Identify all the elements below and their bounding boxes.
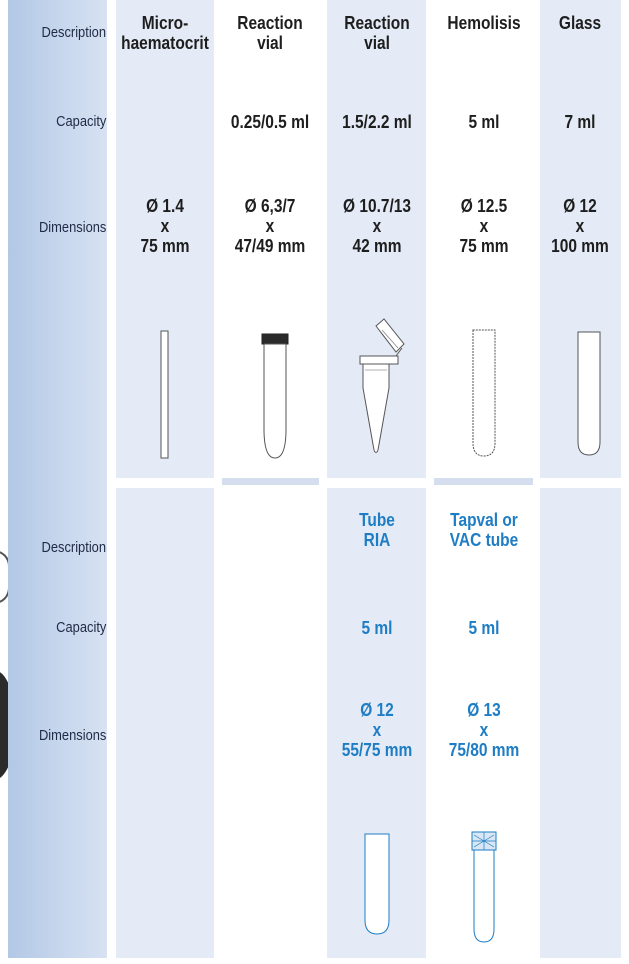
row-label-dimensions: Dimensions (38, 219, 106, 236)
desc-glass: Glass (558, 13, 602, 33)
section-gap-1 (222, 478, 319, 485)
row-label-description-2: Description (41, 539, 106, 556)
dim-reaction-vial-1: Ø 6,3/7 x 47/49 mm (234, 196, 306, 256)
section-gap-2 (434, 478, 533, 485)
label-column (8, 0, 107, 958)
dim-hemolisis: Ø 12.5 x 75 mm (459, 196, 509, 256)
dim-micro-haematocrit: Ø 1.4 x 75 mm (140, 196, 190, 256)
capacity-tube-ria: 5 ml (361, 618, 393, 638)
desc-micro-haematocrit: Micro-haematocrit (121, 13, 209, 53)
desc-tube-ria: Tube RIA (359, 510, 395, 550)
column-bg-b5 (540, 488, 621, 958)
capacity-reaction-vial-2: 1.5/2.2 ml (342, 112, 412, 132)
desc-vac-tube: Tapval or VAC tube (449, 510, 519, 550)
capped-vial-icon (261, 333, 289, 459)
capillary-tube-icon (160, 330, 169, 459)
hemolysis-tube-icon (472, 329, 496, 457)
dim-vac-tube: Ø 13 x 75/80 mm (448, 700, 520, 760)
desc-hemolisis: Hemolisis (447, 13, 521, 33)
glass-tube-icon (577, 331, 601, 456)
flip-cap-tube-icon (359, 318, 405, 453)
column-bg-b1 (116, 488, 214, 958)
desc-reaction-vial-2: Reaction vial (344, 13, 410, 53)
dim-glass: Ø 12 x 100 mm (551, 196, 609, 256)
dim-tube-ria: Ø 12 x 55/75 mm (341, 700, 413, 760)
row-label-description: Description (41, 24, 106, 41)
row-label-capacity-2: Capacity (55, 619, 106, 636)
capacity-vac-tube: 5 ml (468, 618, 500, 638)
capacity-glass: 7 ml (564, 112, 596, 132)
row-label-dimensions-2: Dimensions (38, 727, 106, 744)
dim-reaction-vial-2: Ø 10.7/13 x 42 mm (343, 196, 411, 256)
desc-reaction-vial-1: Reaction vial (237, 13, 303, 53)
vac-tube-icon (471, 831, 497, 943)
capacity-reaction-vial-1: 0.25/0.5 ml (230, 112, 310, 132)
section-separator (0, 478, 629, 484)
capacity-hemolisis: 5 ml (468, 112, 500, 132)
row-label-capacity: Capacity (55, 113, 106, 130)
ria-tube-icon (364, 833, 390, 935)
